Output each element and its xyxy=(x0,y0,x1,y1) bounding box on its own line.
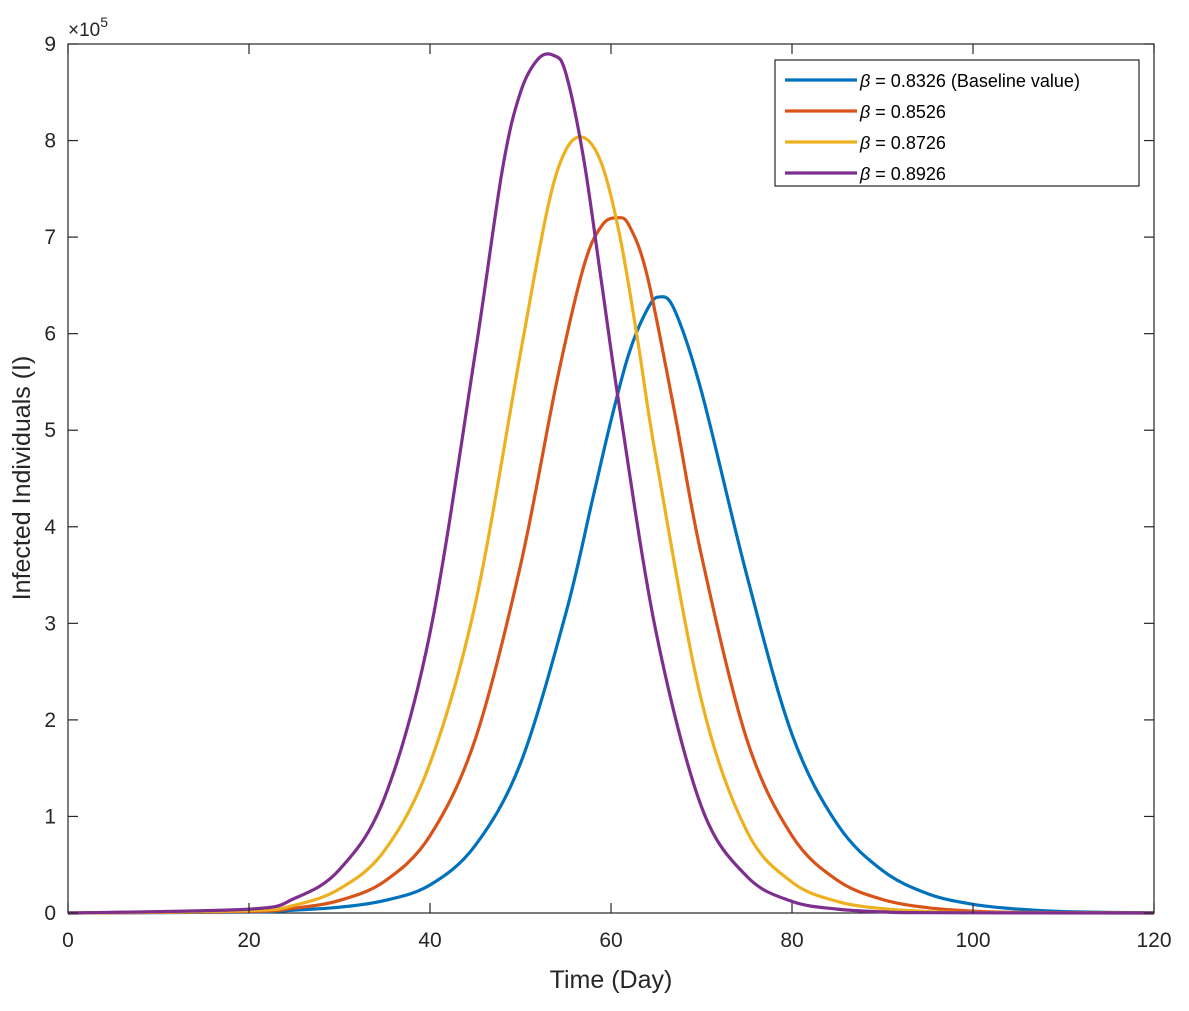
x-tick-label: 80 xyxy=(780,929,803,952)
y-tick-label: 0 xyxy=(44,902,56,925)
series-layer xyxy=(67,52,1155,915)
plot-area xyxy=(67,43,1155,914)
beta-symbol: β xyxy=(859,71,870,91)
legend-label-4: β = 0.8926 xyxy=(859,164,946,184)
axes-frame xyxy=(67,43,1155,914)
y-tick-label: 8 xyxy=(44,130,56,153)
x-tick-label: 0 xyxy=(62,929,74,952)
x-tick-label: 40 xyxy=(418,929,441,952)
legend-value: = 0.8926 xyxy=(870,164,946,184)
series-line-1 xyxy=(67,295,1155,915)
y-axis-multiplier: ×105 xyxy=(68,14,108,41)
y-tick-label: 7 xyxy=(44,226,56,249)
beta-symbol: β xyxy=(859,164,870,184)
y-tick-label: 5 xyxy=(44,419,56,442)
series-line-4 xyxy=(67,52,1155,915)
legend-label-2: β = 0.8526 xyxy=(859,102,946,122)
x-tick-label: 20 xyxy=(237,929,260,952)
y-tick-label: 9 xyxy=(44,33,56,56)
beta-symbol: β xyxy=(859,133,870,153)
y-tick-label: 1 xyxy=(44,805,56,828)
x-tick-label: 60 xyxy=(599,929,622,952)
legend-value: = 0.8726 xyxy=(870,133,946,153)
y-axis-title: Infected Individuals (I) xyxy=(8,356,36,601)
legend-label-1: β = 0.8326 (Baseline value) xyxy=(859,71,1080,91)
x-axis-title: Time (Day) xyxy=(550,966,673,994)
x-tick-label: 120 xyxy=(1136,929,1171,952)
x-tick-label: 100 xyxy=(955,929,990,952)
series-line-2 xyxy=(67,216,1155,915)
y-tick-label: 3 xyxy=(44,612,56,635)
y-tick-label: 2 xyxy=(44,709,56,732)
y-axis-multiplier-prefix: ×10 xyxy=(68,20,100,41)
beta-symbol: β xyxy=(859,102,870,122)
y-tick-label: 6 xyxy=(44,323,56,346)
legend-value: = 0.8326 (Baseline value) xyxy=(870,71,1080,91)
legend-label-3: β = 0.8726 xyxy=(859,133,946,153)
ticks-layer: 0 20 40 60 80 100 120 0 1 2 3 4 5 6 7 8 9 xyxy=(44,33,1171,952)
y-tick-label: 4 xyxy=(44,516,56,539)
series-line-3 xyxy=(67,135,1155,915)
legend-value: = 0.8526 xyxy=(870,102,946,122)
y-axis-multiplier-exponent: 5 xyxy=(100,14,108,30)
